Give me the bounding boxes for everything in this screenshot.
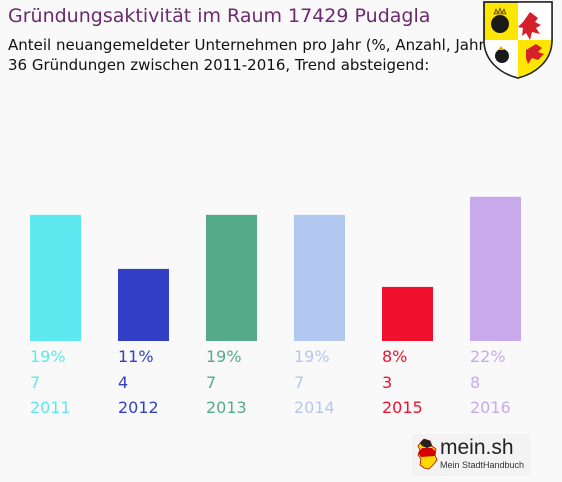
percent-label-2013: 19% (206, 347, 242, 366)
year-label-2012: 2012 (118, 398, 159, 417)
logo-subtitle: Mein StadtHandbuch (440, 460, 525, 470)
bar-2014 (294, 214, 345, 341)
count-label-2016: 8 (470, 373, 481, 392)
year-label-2014: 2014 (294, 398, 335, 417)
count-label-2012: 4 (118, 373, 129, 392)
logo-text: mein.sh (440, 436, 514, 459)
count-label-2015: 3 (382, 373, 393, 392)
bar-2016 (470, 196, 521, 341)
count-label-2013: 7 (206, 373, 217, 392)
chart-subtitle: Anteil neuangemeldeter Unternehmen pro J… (8, 36, 491, 54)
mein-sh-logo[interactable]: mein.sh Mein StadtHandbuch (412, 434, 530, 476)
percent-label-2012: 11% (118, 347, 154, 366)
percent-label-2016: 22% (470, 347, 506, 366)
year-label-2011: 2011 (30, 398, 71, 417)
bar-2011 (30, 214, 81, 341)
year-label-2013: 2013 (206, 398, 247, 417)
percent-label-2011: 19% (30, 347, 66, 366)
year-label-2016: 2016 (470, 398, 511, 417)
bar-2013 (206, 214, 257, 341)
percent-label-2015: 8% (382, 347, 408, 366)
count-label-2014: 7 (294, 373, 305, 392)
germany-map-icon (417, 438, 438, 470)
coat-of-arms-icon (483, 1, 553, 79)
bar-2015 (382, 286, 433, 341)
chart-summary: 36 Gründungen zwischen 2011-2016, Trend … (8, 56, 430, 74)
year-label-2015: 2015 (382, 398, 423, 417)
page-title: Gründungsaktivität im Raum 17429 Pudagla (8, 5, 431, 27)
count-label-2011: 7 (30, 373, 41, 392)
percent-label-2014: 19% (294, 347, 330, 366)
bar-2012 (118, 268, 169, 341)
